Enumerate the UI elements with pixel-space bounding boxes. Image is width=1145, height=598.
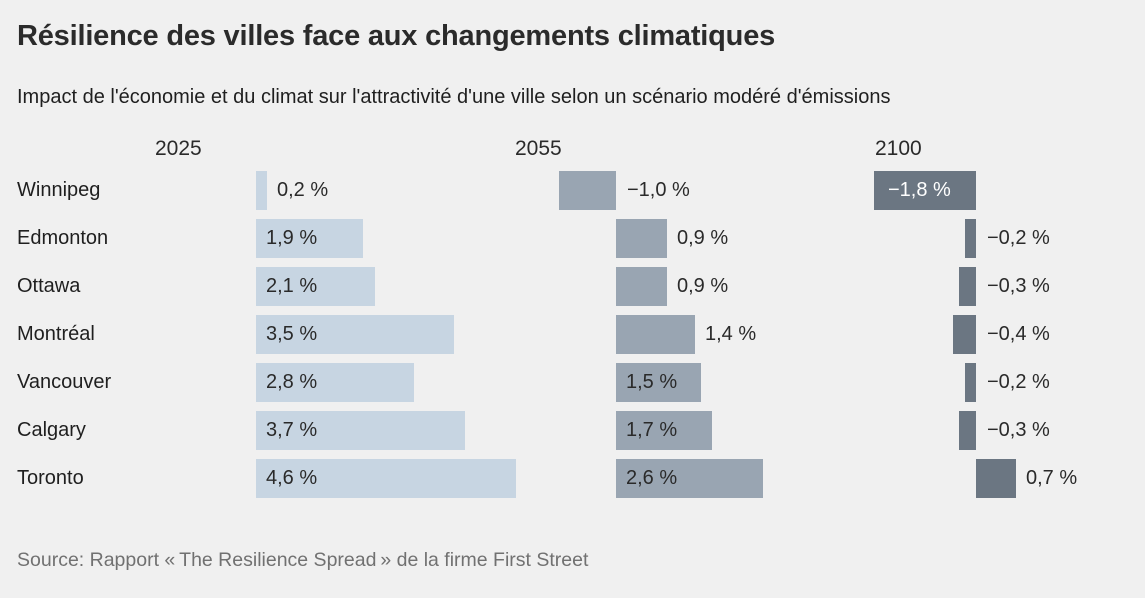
value-label-2025-vancouver: 2,8 %: [266, 371, 318, 393]
value-label-2055-montreal: 1,4 %: [705, 323, 757, 345]
value-label-2025-montreal: 3,5 %: [266, 323, 318, 345]
chart-title: Résilience des villes face aux changemen…: [17, 20, 776, 52]
bar-2025-ottawa: [256, 267, 375, 306]
bar-2055-edmonton: [616, 219, 667, 258]
value-label-2025-edmonton: 1,9 %: [266, 227, 318, 249]
bar-2100-montreal: [953, 315, 976, 354]
column-header-2100: 2100: [875, 137, 922, 160]
value-label-2100-montreal: −0,4 %: [987, 323, 1050, 345]
value-label-2055-vancouver: 1,5 %: [626, 371, 678, 393]
bar-2100-ottawa: [959, 267, 976, 306]
value-label-2055-calgary: 1,7 %: [626, 419, 678, 441]
value-label-2055-winnipeg: −1,0 %: [627, 179, 690, 201]
value-label-2055-ottawa: 0,9 %: [677, 275, 729, 297]
bar-2100-vancouver: [965, 363, 976, 402]
row-label-calgary: Calgary: [17, 419, 86, 441]
bar-2025-edmonton: [256, 219, 363, 258]
column-header-2055: 2055: [515, 137, 562, 160]
value-label-2100-ottawa: −0,3 %: [987, 275, 1050, 297]
value-label-2100-calgary: −0,3 %: [987, 419, 1050, 441]
row-label-montreal: Montréal: [17, 323, 95, 345]
value-label-2055-toronto: 2,6 %: [626, 467, 678, 489]
bar-2100-toronto: [976, 459, 1016, 498]
row-label-winnipeg: Winnipeg: [17, 179, 101, 201]
value-label-2055-edmonton: 0,9 %: [677, 227, 729, 249]
value-label-2100-winnipeg: −1,8 %: [888, 179, 951, 201]
bar-2100-calgary: [959, 411, 976, 450]
value-label-2025-ottawa: 2,1 %: [266, 275, 318, 297]
bar-2025-toronto: [256, 459, 516, 498]
bar-2055-vancouver: [616, 363, 701, 402]
value-label-2025-calgary: 3,7 %: [266, 419, 318, 441]
bar-2025-calgary: [256, 411, 465, 450]
bar-2055-ottawa: [616, 267, 667, 306]
bar-2025-winnipeg: [256, 171, 267, 210]
value-label-2100-edmonton: −0,2 %: [987, 227, 1050, 249]
value-label-2025-winnipeg: 0,2 %: [277, 179, 329, 201]
value-label-2025-toronto: 4,6 %: [266, 467, 318, 489]
value-label-2100-toronto: 0,7 %: [1026, 467, 1078, 489]
column-header-2025: 2025: [155, 137, 202, 160]
bar-2055-calgary: [616, 411, 712, 450]
bar-2100-winnipeg: [874, 171, 976, 210]
chart-subtitle: Impact de l'économie et du climat sur l'…: [17, 86, 891, 108]
row-label-ottawa: Ottawa: [17, 275, 81, 297]
bar-2100-edmonton: [965, 219, 976, 258]
bar-2055-winnipeg: [559, 171, 616, 210]
row-label-vancouver: Vancouver: [17, 371, 112, 393]
value-label-2100-vancouver: −0,2 %: [987, 371, 1050, 393]
row-label-edmonton: Edmonton: [17, 227, 109, 249]
row-label-toronto: Toronto: [17, 467, 84, 489]
bar-2055-montreal: [616, 315, 695, 354]
bar-2025-vancouver: [256, 363, 414, 402]
bar-2025-montreal: [256, 315, 454, 354]
bar-2055-toronto: [616, 459, 763, 498]
source-note: Source: Rapport « The Resilience Spread …: [17, 549, 589, 571]
